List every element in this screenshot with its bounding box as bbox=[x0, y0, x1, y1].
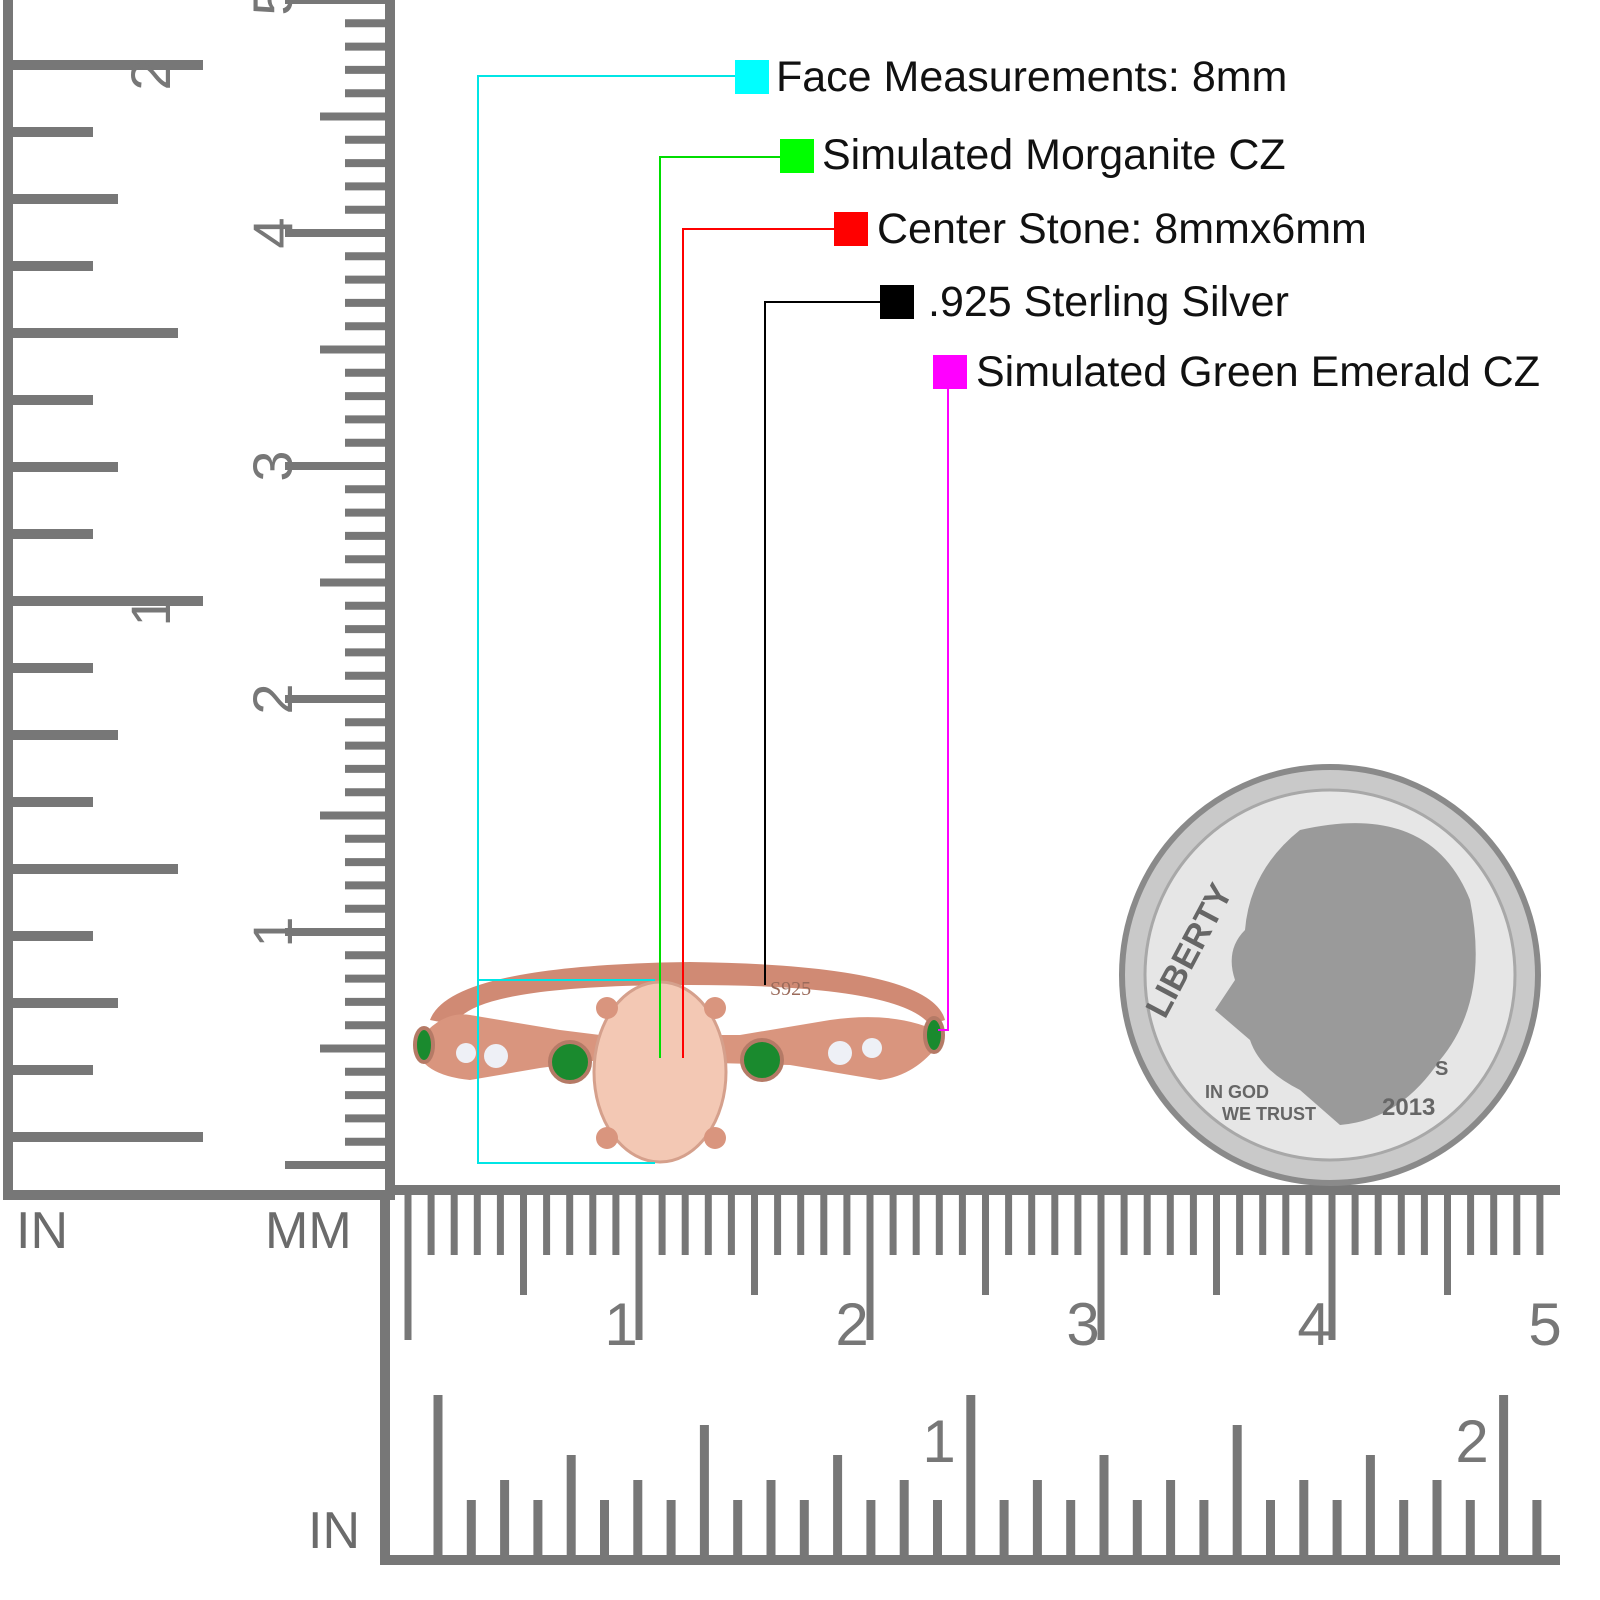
vertical-mm-label: 1 bbox=[241, 916, 304, 947]
horizontal-mm-label: 4 bbox=[1297, 1291, 1330, 1358]
black-swatch bbox=[880, 285, 914, 319]
callout-label: Center Stone: 8mmx6mm bbox=[877, 205, 1367, 253]
horizontal-mm-label: 2 bbox=[835, 1291, 868, 1358]
engraving: S925 bbox=[770, 978, 811, 1000]
vertical-inch-label: 1 bbox=[119, 595, 182, 626]
coin-motto-2: WE TRUST bbox=[1222, 1104, 1316, 1124]
red-swatch bbox=[834, 212, 868, 246]
horizontal-inch-label: 1 bbox=[922, 1408, 955, 1475]
vertical-mm-label: 4 bbox=[241, 217, 304, 248]
coin-year: 2013 bbox=[1382, 1094, 1435, 1121]
vertical-mm-label: 3 bbox=[241, 450, 304, 481]
callout-label: Simulated Green Emerald CZ bbox=[976, 348, 1540, 396]
coin: LIBERTY IN GOD WE TRUST 2013 S bbox=[1119, 764, 1541, 1186]
horizontal-inch-label: 2 bbox=[1455, 1408, 1488, 1475]
callout-lines bbox=[477, 75, 949, 1164]
horizontal-mm-label: 1 bbox=[604, 1291, 637, 1358]
horizontal-ruler bbox=[380, 1185, 1560, 1565]
unit-in-bottom-label: IN bbox=[308, 1502, 360, 1560]
green-swatch bbox=[780, 139, 814, 173]
portrait bbox=[1215, 823, 1476, 1125]
magenta-swatch bbox=[933, 355, 967, 389]
vertical-inch-label: 2 bbox=[119, 59, 182, 90]
coin-mint-mark: S bbox=[1435, 1058, 1448, 1080]
ring: S925 bbox=[413, 962, 945, 1164]
cyan-swatch bbox=[735, 60, 769, 94]
unit-in-label: IN bbox=[16, 1202, 68, 1260]
horizontal-mm-label: 5 bbox=[1528, 1291, 1561, 1358]
callout-label: Simulated Morganite CZ bbox=[822, 131, 1286, 179]
callout-label: .925 Sterling Silver bbox=[928, 278, 1289, 326]
horizontal-mm-label: 3 bbox=[1066, 1291, 1099, 1358]
vertical-mm-label: 2 bbox=[241, 683, 304, 714]
callout-label: Face Measurements: 8mm bbox=[776, 53, 1288, 101]
unit-mm-label: MM bbox=[265, 1202, 352, 1260]
coin-motto-1: IN GOD bbox=[1205, 1082, 1269, 1102]
vertical-mm-label: 5 bbox=[241, 0, 304, 16]
